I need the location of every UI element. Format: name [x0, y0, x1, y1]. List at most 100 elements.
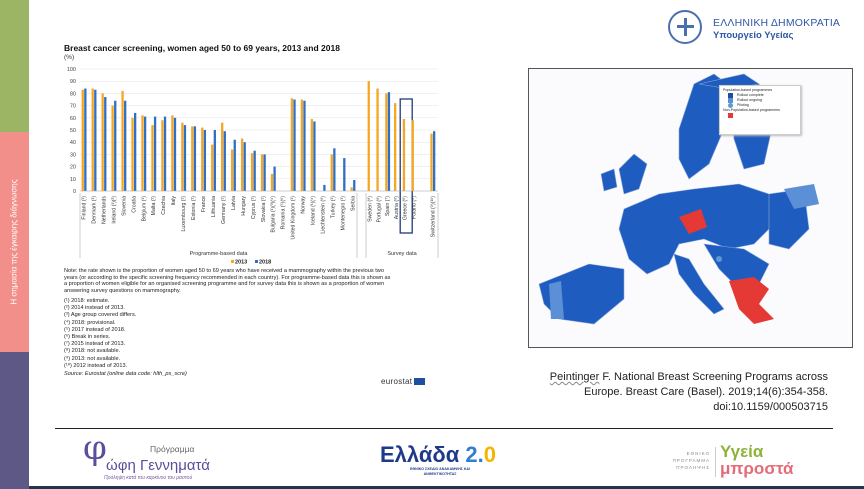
footnote: (¹⁰) 2012 instead of 2013. [64, 362, 128, 369]
sidebar-band-purple [0, 352, 29, 489]
eurostat-logo: eurostat [381, 377, 426, 386]
footnote: (⁹) 2013: not available. [64, 355, 121, 362]
fofi-logo-name: ώφη Γεννηματά [106, 457, 210, 474]
bar-2018 [124, 100, 127, 191]
bar-2018 [333, 148, 336, 191]
legend-title-population: Population-based programmes [723, 88, 773, 92]
x-tick-label: Spain (⁷) [385, 196, 391, 216]
map-region-balkans [703, 243, 770, 285]
bar-2013 [191, 126, 194, 191]
x-tick-label: Finland (¹) [82, 196, 88, 220]
x-tick-label: Turkey (¹) [331, 196, 337, 219]
x-tick-label: France [201, 196, 207, 212]
ministry-name: Υπουργείο Υγείας [713, 30, 794, 41]
x-tick-label: Estonia (¹) [191, 196, 197, 220]
bar-2013 [250, 153, 254, 191]
x-tick-label: Montenegro (¹) [340, 196, 346, 231]
legend-item: Rollout ongoing [728, 98, 797, 103]
bar-2018 [183, 125, 187, 191]
bar-2018 [94, 89, 97, 191]
legend-title-non-population: Non-Population-based programmes [723, 108, 780, 112]
x-tick-label: Hungary [241, 196, 247, 216]
legend-swatch [255, 260, 258, 263]
citation-text: F. National Breast Screening Programs ac… [584, 371, 828, 413]
bar-2013 [181, 122, 184, 191]
bar-2018 [163, 116, 167, 191]
legend-label: 2013 [235, 260, 247, 266]
prevention-program-label: ΕΘΝΙΚΟ ΠΡΟΓΡΑΜΜΑ ΠΡΟΛΗΨΗΣ [672, 451, 710, 470]
y-tick-label: 100 [67, 67, 76, 73]
bar-2013 [330, 154, 333, 191]
bar-2013 [376, 88, 379, 191]
x-tick-label: Romania (⁵)(⁶) [281, 196, 287, 230]
greece20-num: 2. [465, 442, 484, 467]
footnote: (⁶) Break in series. [64, 334, 111, 341]
fofi-logo-tagline: Πρόληψη κατά του καρκίνου του μαστού [104, 475, 193, 481]
legend-item [728, 113, 797, 118]
y-tick-label: 70 [70, 104, 76, 110]
bar-2013 [111, 105, 114, 191]
group-label: Programme-based data [190, 251, 249, 257]
bar-2018 [233, 139, 236, 191]
bar-2018 [223, 131, 226, 191]
bar-2013 [171, 115, 174, 191]
logo-divider [715, 447, 716, 477]
y-tick-label: 40 [70, 140, 76, 146]
bar-2013 [81, 89, 84, 191]
x-tick-label: Bulgaria (¹)(³)(⁴) [271, 196, 277, 233]
x-tick-label: Switzerland (⁹)(¹⁰) [430, 196, 436, 237]
bar-2018 [303, 100, 306, 191]
bar-2013 [394, 103, 397, 191]
greece20-logo: Ελλάδα 2.0 [380, 442, 496, 468]
legend-label: Rollout ongoing [737, 98, 762, 102]
legend-item: Piloting [728, 103, 797, 108]
map-legend: Population-based programmes Rollout comp… [719, 85, 801, 135]
y-tick-label: 60 [70, 116, 76, 122]
x-tick-label: Cyprus (¹) [251, 196, 257, 219]
y-tick-label: 20 [70, 165, 76, 171]
x-tick-label: United Kingdom (¹) [291, 196, 297, 240]
bottom-bar [29, 486, 864, 489]
greek-emblem-icon [668, 10, 702, 44]
x-tick-label: Austria (⁸) [394, 196, 400, 220]
chart-note: Note: the rate shown is the proportion o… [64, 268, 391, 294]
bar-2018 [114, 100, 117, 191]
legend-label: 2018 [259, 260, 271, 266]
y-tick-label: 0 [73, 189, 76, 195]
bar-2013 [141, 115, 144, 191]
bar-2018 [253, 150, 256, 191]
bar-2013 [385, 93, 388, 191]
x-tick-label: Denmark (¹) [91, 196, 97, 224]
x-tick-label: Italy [171, 196, 177, 206]
bar-2013 [231, 149, 234, 191]
bar-2018 [387, 92, 391, 191]
bar-2018 [353, 180, 356, 191]
greece20-num2: 0 [483, 442, 497, 467]
map-region-ongoing [784, 184, 819, 209]
x-tick-label: Luxembourg (¹) [181, 196, 187, 232]
bar-2013 [211, 144, 214, 191]
bar-2018 [313, 121, 316, 191]
bar-2013 [411, 120, 414, 191]
sidebar-band-pink [0, 132, 29, 352]
footer-divider [55, 428, 833, 429]
x-tick-label: Liechtenstein (⁸) [321, 196, 327, 234]
map-region-uk [618, 153, 648, 195]
y-tick-label: 30 [70, 152, 76, 158]
bar-2013 [430, 133, 433, 191]
map-citation: Peintinger F. National Breast Screening … [528, 370, 828, 415]
greece20-word: Ελλάδα [380, 442, 460, 467]
footnote: (²) 2014 instead of 2013. [64, 305, 125, 312]
bar-2013 [101, 93, 104, 191]
bar-2018 [104, 97, 107, 191]
footnote: (⁴) 2018: provisional. [64, 319, 116, 326]
europe-screening-map: Population-based programmes Rollout comp… [528, 68, 853, 348]
bar-2018 [84, 88, 87, 191]
legend-item: Rollout complete [728, 93, 797, 98]
bar-2013 [121, 90, 124, 191]
map-region-italy [673, 253, 725, 315]
footnote: (¹) 2018: estimate. [64, 298, 110, 304]
bar-2013 [260, 154, 264, 191]
y-tick-label: 90 [70, 79, 76, 85]
bar-2018 [193, 126, 197, 191]
